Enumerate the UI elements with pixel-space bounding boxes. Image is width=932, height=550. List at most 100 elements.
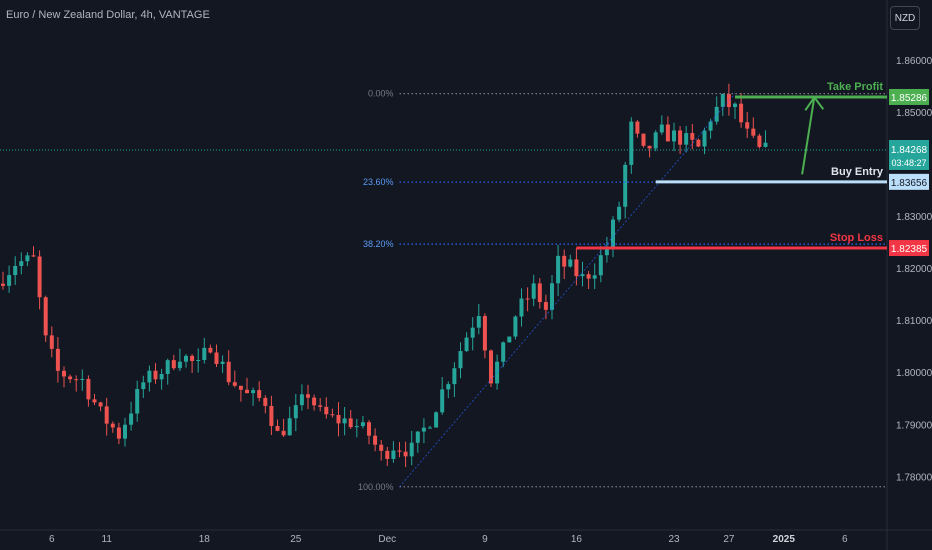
candle-body bbox=[360, 422, 365, 427]
candle-body bbox=[458, 351, 463, 369]
time-tick-label: 11 bbox=[102, 534, 113, 545]
take-profit-label: Take Profit bbox=[827, 81, 883, 93]
candle-body bbox=[25, 255, 30, 262]
candle-body bbox=[385, 450, 390, 459]
fib-level-label: 0.00% bbox=[368, 89, 394, 99]
candle-body bbox=[62, 370, 66, 377]
candle-body bbox=[757, 135, 762, 147]
candle-body bbox=[428, 427, 432, 429]
candle-body bbox=[470, 327, 475, 338]
candle-body bbox=[403, 451, 408, 457]
candle-body bbox=[745, 122, 750, 129]
candle-body bbox=[80, 378, 85, 380]
candle-body bbox=[598, 255, 603, 276]
candle-body bbox=[415, 431, 420, 443]
candle-body bbox=[226, 361, 231, 383]
candle-body bbox=[275, 425, 280, 431]
candle-body bbox=[659, 124, 664, 133]
candle-body bbox=[434, 412, 439, 428]
price-axis[interactable]: 1.86000 1.85000 1.83000 1.82000 1.81000 1.800… bbox=[896, 56, 932, 484]
candle-body bbox=[190, 355, 195, 361]
candle-body bbox=[751, 128, 756, 136]
stop-loss-label: Stop Loss bbox=[830, 232, 883, 244]
candle-body bbox=[165, 360, 170, 375]
candle-body bbox=[135, 389, 140, 414]
candle-body bbox=[531, 283, 536, 299]
candle-body bbox=[409, 442, 414, 457]
time-tick-label: 27 bbox=[723, 534, 735, 545]
candle-body bbox=[196, 360, 201, 362]
candle-body bbox=[391, 450, 396, 459]
candle-body bbox=[586, 274, 591, 279]
fib-level-label: 38.20% bbox=[363, 239, 394, 249]
stop-loss-price-text: 1.82385 bbox=[891, 244, 928, 255]
buy-entry-price-text: 1.83656 bbox=[891, 178, 928, 189]
candle-body bbox=[208, 347, 213, 353]
candle-body bbox=[31, 255, 36, 257]
fib-level-label: 23.60% bbox=[363, 177, 394, 187]
price-tick-label: 1.81000 bbox=[896, 316, 932, 327]
time-tick-label: 6 bbox=[842, 534, 848, 545]
candle-body bbox=[104, 406, 109, 424]
candle-body bbox=[592, 275, 597, 279]
countdown-text: 03:48:27 bbox=[891, 158, 926, 168]
candle-body bbox=[55, 348, 60, 371]
candle-body bbox=[232, 382, 237, 386]
time-tick-label: 6 bbox=[49, 534, 55, 545]
candle-body bbox=[672, 130, 676, 142]
candle-body bbox=[220, 361, 225, 364]
time-tick-label: 2025 bbox=[773, 534, 796, 545]
candle-body bbox=[257, 390, 262, 398]
time-axis[interactable]: 6 11 18 25 Dec 9 16 23 27 2025 6 bbox=[49, 534, 848, 545]
candle-body bbox=[306, 394, 310, 398]
price-tick-label: 1.80000 bbox=[896, 368, 932, 379]
candle-body bbox=[678, 130, 683, 145]
candle-body bbox=[184, 355, 188, 362]
candle-body bbox=[641, 133, 646, 146]
currency-button[interactable]: NZD bbox=[890, 6, 920, 30]
candle-body bbox=[476, 316, 481, 328]
take-profit-price-badge bbox=[889, 88, 929, 105]
candle-body bbox=[74, 379, 79, 381]
stop-loss-price-badge bbox=[889, 240, 929, 257]
candle-body bbox=[324, 406, 329, 415]
candle-body bbox=[318, 405, 323, 407]
candle-body bbox=[287, 418, 292, 436]
time-tick-label: 25 bbox=[290, 534, 302, 545]
candle-body bbox=[629, 121, 634, 165]
candle-body bbox=[501, 342, 506, 362]
take-profit-price-text: 1.85286 bbox=[891, 93, 928, 104]
candle-body bbox=[495, 361, 500, 384]
candle-body bbox=[562, 255, 567, 267]
candle-body bbox=[281, 430, 286, 436]
candle-body bbox=[726, 94, 731, 108]
candle-body bbox=[617, 206, 622, 220]
candle-body bbox=[141, 382, 146, 390]
projection-arrow-head bbox=[804, 95, 825, 111]
price-tick-label: 1.78000 bbox=[896, 472, 932, 483]
chart-drawings[interactable]: 0.00% 23.60% 38.20% 100.00% Take Profit Buy E… bbox=[0, 81, 887, 492]
candle-body bbox=[537, 283, 542, 303]
candle-body bbox=[13, 265, 18, 276]
projection-arrow-shaft bbox=[801, 97, 816, 175]
current-price-text: 1.84268 bbox=[891, 145, 928, 156]
candle-body bbox=[263, 397, 268, 406]
candle-body bbox=[720, 94, 725, 107]
candle-body bbox=[574, 259, 579, 277]
candle-body bbox=[635, 121, 640, 134]
time-tick-label: 16 bbox=[571, 534, 583, 545]
candle-body bbox=[177, 361, 182, 369]
price-tick-label: 1.85000 bbox=[896, 108, 932, 119]
candle-body bbox=[7, 275, 12, 286]
candle-body bbox=[37, 256, 42, 298]
candle-body bbox=[68, 376, 73, 380]
candle-body bbox=[238, 385, 243, 390]
candle-body bbox=[214, 352, 219, 364]
candle-body bbox=[1, 283, 5, 286]
candle-body bbox=[702, 130, 707, 147]
candle-body bbox=[49, 335, 54, 349]
price-tick-label: 1.79000 bbox=[896, 420, 932, 431]
candle-body bbox=[684, 133, 689, 145]
